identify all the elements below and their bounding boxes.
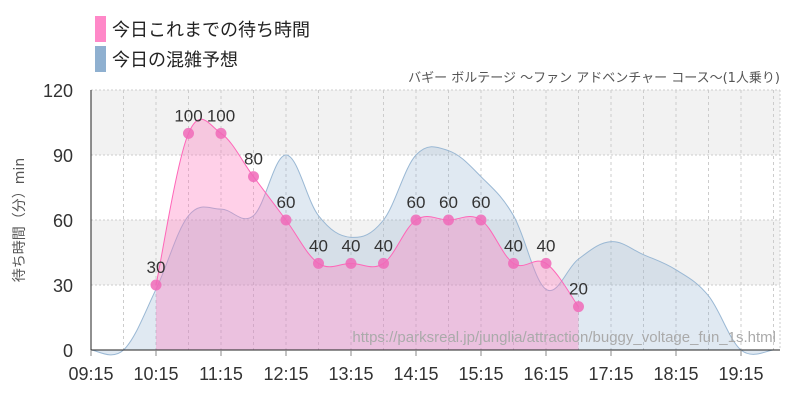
x-tick-label: 12:15: [263, 364, 308, 384]
data-label: 100: [174, 106, 202, 125]
data-point: [248, 171, 259, 183]
data-point: [183, 127, 194, 139]
chart-title: バギー ボルテージ 〜ファン アドベンチャー コース〜(1人乗り): [408, 71, 780, 86]
data-label: 30: [147, 258, 166, 277]
watermark: https://parksreal.jp/junglia/attraction/…: [352, 329, 776, 346]
data-label: 40: [342, 236, 361, 255]
data-label: 40: [374, 236, 393, 255]
x-tick-label: 19:15: [718, 364, 763, 384]
data-label: 40: [309, 236, 328, 255]
legend-label-actual: 今日これまでの待ち時間: [112, 20, 310, 41]
x-tick-label: 09:15: [68, 364, 113, 384]
data-label: 80: [244, 150, 263, 169]
data-label: 60: [407, 193, 426, 212]
actual-area: [156, 119, 579, 350]
legend-swatch-forecast: [95, 46, 106, 72]
y-tick-label: 90: [53, 146, 73, 166]
data-label: 100: [207, 106, 235, 125]
forecast-area: [91, 146, 774, 355]
data-point: [215, 127, 227, 139]
grid-band: [91, 90, 780, 155]
data-point: [573, 301, 584, 313]
y-tick-label: 0: [63, 341, 73, 361]
data-point: [475, 214, 487, 226]
data-label: 60: [472, 193, 491, 212]
legend-swatch-actual: [95, 16, 106, 42]
x-tick-label: 13:15: [328, 364, 373, 384]
y-tick-label: 60: [53, 211, 73, 231]
legend-item-actual: 今日これまでの待ち時間: [95, 14, 310, 44]
data-point: [378, 257, 389, 269]
legend-item-forecast: 今日の混雑予想: [95, 44, 310, 74]
data-label: 60: [439, 193, 458, 212]
forecast-line: [90, 146, 774, 356]
data-point: [508, 257, 519, 269]
data-label: 60: [277, 193, 296, 212]
x-tick-label: 11:15: [199, 364, 243, 384]
data-point: [410, 214, 422, 226]
data-point: [313, 257, 324, 269]
data-label: 20: [569, 280, 588, 299]
legend-label-forecast: 今日の混雑予想: [112, 50, 238, 71]
x-tick-label: 17:15: [588, 364, 633, 384]
x-tick-label: 18:15: [653, 364, 698, 384]
x-tick-label: 15:15: [458, 364, 503, 384]
data-point: [443, 214, 454, 226]
grid-band: [91, 220, 780, 285]
data-label: 40: [537, 236, 556, 255]
data-point: [345, 257, 357, 269]
x-tick-label: 14:15: [393, 364, 438, 384]
y-axis-label: 待ち時間（分）min: [12, 158, 28, 282]
y-tick-label: 30: [53, 276, 73, 296]
data-point: [280, 214, 292, 226]
data-point: [540, 257, 552, 269]
y-tick-label: 120: [43, 81, 73, 101]
x-tick-label: 10:15: [133, 364, 178, 384]
data-point: [150, 279, 162, 291]
legend: 今日これまでの待ち時間 今日の混雑予想: [95, 14, 310, 74]
x-tick-label: 16:15: [523, 364, 568, 384]
data-label: 40: [504, 236, 523, 255]
